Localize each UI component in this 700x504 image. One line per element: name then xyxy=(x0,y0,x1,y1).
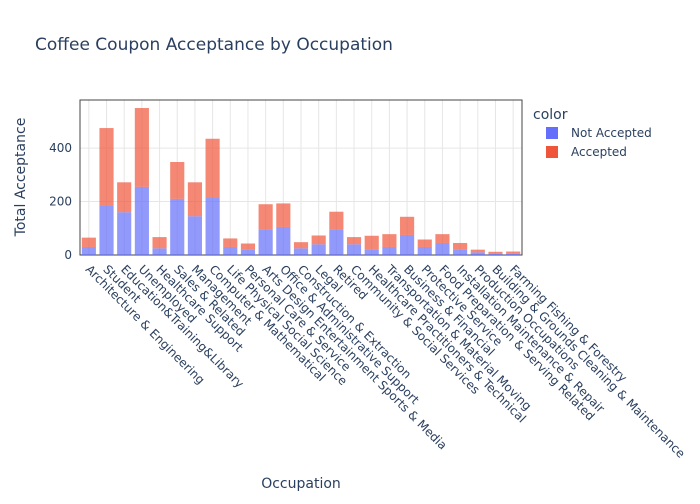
legend-items: Not Accepted Accepted xyxy=(546,126,652,159)
bar-not-accepted[interactable] xyxy=(470,252,485,255)
bar-not-accepted[interactable] xyxy=(417,246,432,255)
bar-accepted[interactable] xyxy=(417,239,432,247)
legend-swatch xyxy=(546,127,558,139)
bar-accepted[interactable] xyxy=(240,243,256,250)
bar-accepted[interactable] xyxy=(470,249,485,253)
bar-not-accepted[interactable] xyxy=(240,249,256,255)
bar-accepted[interactable] xyxy=(453,242,468,250)
legend-label: Accepted xyxy=(571,145,627,159)
bar-accepted[interactable] xyxy=(99,128,114,206)
y-axis-ticks: 0 200 400 xyxy=(49,141,72,262)
x-axis-ticks: Architecture & EngineeringStudentEducati… xyxy=(83,262,688,461)
bar-not-accepted[interactable] xyxy=(170,198,185,255)
bar-accepted[interactable] xyxy=(152,237,167,249)
y-axis-label: Total Acceptance xyxy=(13,118,29,238)
bar-accepted[interactable] xyxy=(346,237,362,245)
x-tick-label: Building & Grounds Cleaning & Maintenanc… xyxy=(489,262,688,461)
bar-accepted[interactable] xyxy=(187,182,202,217)
bar-accepted[interactable] xyxy=(329,211,344,230)
bar-not-accepted[interactable] xyxy=(205,197,220,255)
bar-accepted[interactable] xyxy=(488,251,503,254)
bar-accepted[interactable] xyxy=(293,242,309,249)
bar-not-accepted[interactable] xyxy=(81,246,96,255)
bars xyxy=(81,108,521,255)
bar-not-accepted[interactable] xyxy=(329,229,344,255)
bar-accepted[interactable] xyxy=(364,235,379,250)
legend-label: Not Accepted xyxy=(571,126,652,140)
legend-swatch xyxy=(546,146,558,158)
bar-not-accepted[interactable] xyxy=(435,242,450,255)
bar-accepted[interactable] xyxy=(117,182,132,213)
chart-title: Coffee Coupon Acceptance by Occupation xyxy=(35,35,393,55)
bar-accepted[interactable] xyxy=(382,234,397,247)
bar-not-accepted[interactable] xyxy=(364,249,379,255)
bar-not-accepted[interactable] xyxy=(258,229,273,255)
bar-not-accepted[interactable] xyxy=(488,253,503,255)
legend-title: color xyxy=(533,107,568,123)
bar-not-accepted[interactable] xyxy=(506,253,521,255)
bar-accepted[interactable] xyxy=(311,235,326,245)
bar-accepted[interactable] xyxy=(258,204,273,230)
bar-not-accepted[interactable] xyxy=(187,216,202,255)
legend: color Not Accepted Accepted xyxy=(533,107,652,159)
bar-not-accepted[interactable] xyxy=(99,205,114,255)
bar-accepted[interactable] xyxy=(205,138,220,198)
y-tick-label: 400 xyxy=(49,141,72,155)
bar-not-accepted[interactable] xyxy=(293,248,309,255)
bar-not-accepted[interactable] xyxy=(311,244,326,255)
bar-accepted[interactable] xyxy=(276,203,291,227)
bar-accepted[interactable] xyxy=(170,162,185,199)
bar-not-accepted[interactable] xyxy=(346,244,362,255)
y-tick-label: 200 xyxy=(49,195,72,209)
bar-not-accepted[interactable] xyxy=(223,246,238,255)
bar-not-accepted[interactable] xyxy=(152,248,167,255)
bar-accepted[interactable] xyxy=(435,234,450,243)
bar-accepted[interactable] xyxy=(223,238,238,247)
bar-not-accepted[interactable] xyxy=(400,234,415,255)
bar-accepted[interactable] xyxy=(81,237,96,247)
bar-not-accepted[interactable] xyxy=(382,246,397,255)
bar-not-accepted[interactable] xyxy=(117,212,132,255)
bar-not-accepted[interactable] xyxy=(134,186,149,255)
bar-accepted[interactable] xyxy=(400,216,415,235)
bar-not-accepted[interactable] xyxy=(276,226,291,255)
bar-accepted[interactable] xyxy=(134,108,149,187)
y-tick-label: 0 xyxy=(64,248,72,262)
bar-accepted[interactable] xyxy=(506,251,521,254)
x-axis-label: Occupation xyxy=(261,476,341,492)
bar-not-accepted[interactable] xyxy=(453,249,468,255)
